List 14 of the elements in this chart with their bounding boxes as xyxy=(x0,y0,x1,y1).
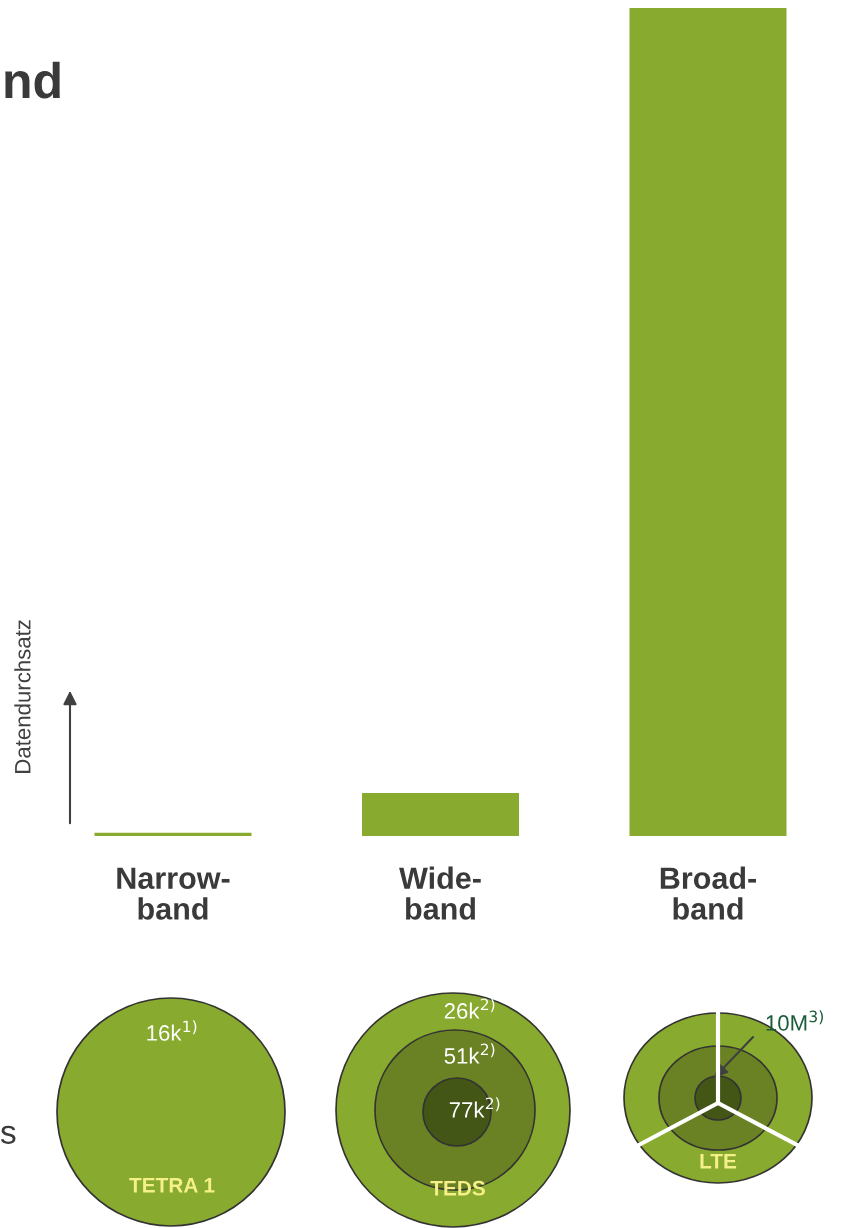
y-axis-title: Datendurchsatz xyxy=(14,620,31,773)
text: LTE xyxy=(700,1154,737,1169)
text: TETRA 1 xyxy=(129,1178,215,1193)
text: nd xyxy=(5,61,60,99)
text: s xyxy=(0,1125,16,1144)
x-tick-label: Broad- band xyxy=(660,866,757,920)
x-tick-label: Wide- band xyxy=(399,866,481,920)
text: TEDS xyxy=(430,1180,485,1196)
text: 10M$^{3)}$ xyxy=(766,1010,823,1031)
text: 51k$^{2)}$ xyxy=(444,1043,495,1064)
text: 26k$^{2)}$ xyxy=(444,998,495,1019)
text: 77k$^{2)}$ xyxy=(449,1097,500,1118)
x-tick-label: Narrow- band xyxy=(117,867,230,920)
text: 16k$^{1)}$ xyxy=(147,1020,197,1041)
